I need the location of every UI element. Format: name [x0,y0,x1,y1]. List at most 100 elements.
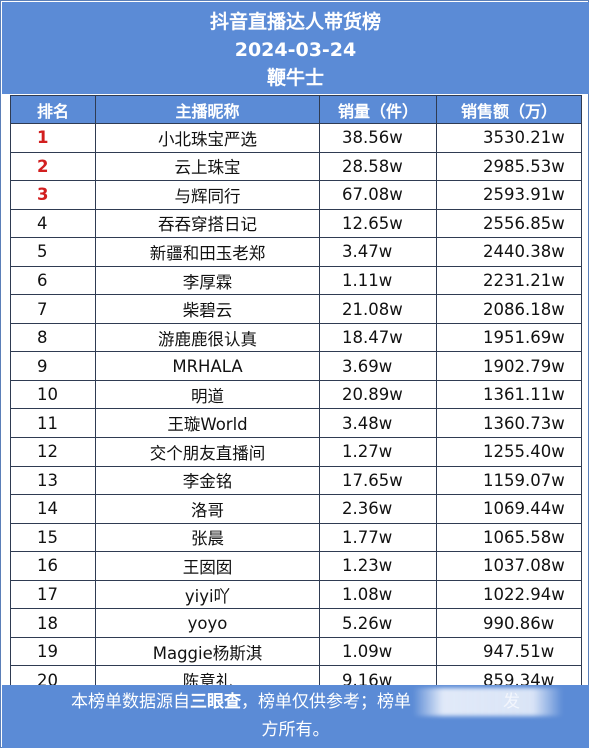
board-date: 2024-03-24 [234,39,357,61]
streamer-name-cell: 柴碧云 [95,294,320,324]
rank-cell: 8 [10,322,96,353]
ranking-table: 排名 主播昵称 销量（件） 销售额（万） 1 小北珠宝严选 38.56w 3530.2… [10,95,582,695]
revenue-cell: 1159.07w [436,465,582,496]
streamer-name-cell: 新疆和田玉老郑 [95,237,320,267]
revenue-cell: 1255.40w [436,437,582,467]
footer-highlight: 三眼查 [190,692,241,712]
sales-cell: 5.26w [319,608,437,638]
streamer-name-cell: 李厚霖 [95,265,320,296]
streamer-name-cell: yoyo [95,608,320,638]
table-row: 16 王囡囡 1.23w 1037.08w [10,551,582,581]
sales-cell: 67.08w [319,180,437,210]
footer-text-2: ，榜单仅供参考；榜单 [241,692,411,712]
rank-cell: 2 [10,151,96,182]
streamer-name-cell: 吞吞穿搭日记 [95,208,320,239]
table-row: 11 王璇World 3.48w 1360.73w [10,408,582,439]
rank-cell: 18 [10,608,96,638]
rank-cell: 3 [10,180,96,210]
sales-cell: 21.08w [319,294,437,324]
streamer-name-cell: 云上珠宝 [95,151,320,182]
table-row: 1 小北珠宝严选 38.56w 3530.21w [10,123,582,153]
revenue-cell: 2593.91w [436,180,582,210]
rank-cell: 7 [10,294,96,324]
col-header-sales: 销量（件） [319,95,437,124]
rank-cell: 12 [10,437,96,467]
revenue-cell: 1069.44w [436,494,582,524]
sales-cell: 1.27w [319,437,437,467]
rank-cell: 15 [10,522,96,553]
table-header-row: 排名 主播昵称 销量（件） 销售额（万） [10,95,582,124]
streamer-name-cell: 王璇World [95,408,320,439]
table-row: 7 柴碧云 21.08w 2086.18w [10,294,582,324]
sales-cell: 1.77w [319,522,437,553]
header-banner: 抖音直播达人带货榜 2024-03-24 鞭牛士 [2,2,589,94]
streamer-name-cell: 洛哥 [95,494,320,524]
sales-cell: 1.08w [319,579,437,610]
streamer-name-cell: MRHALA [95,351,320,381]
rank-cell: 14 [10,494,96,524]
rank-cell: 11 [10,408,96,439]
table-row: 6 李厚霖 1.11w 2231.21w [10,265,582,296]
table-row: 13 李金铭 17.65w 1159.07w [10,465,582,496]
streamer-name-cell: yiyi吖 [95,579,320,610]
revenue-cell: 990.86w [436,608,582,638]
streamer-name-cell: 游鹿鹿很认真 [95,322,320,353]
footer-text-4: 方所有。 [261,720,330,740]
table-row: 10 明道 20.89w 1361.11w [10,379,582,410]
rank-cell: 4 [10,208,96,239]
revenue-cell: 2086.18w [436,294,582,324]
col-header-rank: 排名 [10,95,96,124]
rank-cell: 17 [10,579,96,610]
sales-cell: 3.47w [319,237,437,267]
footer-text-1: 本榜单数据源自 [71,692,190,712]
table-row: 12 交个朋友直播间 1.27w 1255.40w [10,437,582,467]
rank-cell: 10 [10,379,96,410]
sales-cell: 17.65w [319,465,437,496]
rank-cell: 9 [10,351,96,381]
sales-cell: 20.89w [319,379,437,410]
table-row: 3 与辉同行 67.08w 2593.91w [10,180,582,210]
board-title: 抖音直播达人带货榜 [209,11,381,33]
revenue-cell: 1065.58w [436,522,582,553]
rank-cell: 13 [10,465,96,496]
sales-cell: 2.36w [319,494,437,524]
rank-cell: 6 [10,265,96,296]
streamer-name-cell: 李金铭 [95,465,320,496]
table-row: 18 yoyo 5.26w 990.86w [10,608,582,638]
revenue-cell: 1022.94w [436,579,582,610]
revenue-cell: 2556.85w [436,208,582,239]
revenue-cell: 1361.11w [436,379,582,410]
sales-cell: 38.56w [319,123,437,153]
sales-cell: 12.65w [319,208,437,239]
sales-cell: 3.48w [319,408,437,439]
streamer-name-cell: 交个朋友直播间 [95,437,320,467]
board-source: 鞭牛士 [266,67,324,89]
table-body: 1 小北珠宝严选 38.56w 3530.21w 2 云上珠宝 28.58w 2985.53w… [10,123,582,695]
rank-cell: 5 [10,237,96,267]
revenue-cell: 2231.21w [436,265,582,296]
rank-cell: 16 [10,551,96,581]
sales-cell: 28.58w [319,151,437,182]
revenue-cell: 2440.38w [436,237,582,267]
table-row: 5 新疆和田玉老郑 3.47w 2440.38w [10,237,582,267]
streamer-name-cell: 与辉同行 [95,180,320,210]
sales-cell: 1.11w [319,265,437,296]
watermark-blur [413,688,563,716]
streamer-name-cell: 小北珠宝严选 [95,123,320,153]
sales-cell: 18.47w [319,322,437,353]
rank-cell: 1 [10,123,96,153]
revenue-cell: 1037.08w [436,551,582,581]
streamer-name-cell: 明道 [95,379,320,410]
table-row: 14 洛哥 2.36w 1069.44w [10,494,582,524]
sales-cell: 3.69w [319,351,437,381]
revenue-cell: 1951.69w [436,322,582,353]
table-row: 8 游鹿鹿很认真 18.47w 1951.69w [10,322,582,353]
streamer-name-cell: 张晨 [95,522,320,553]
table-row: 19 Maggie杨斯淇 1.09w 947.51w [10,636,582,667]
revenue-cell: 2985.53w [436,151,582,182]
streamer-name-cell: Maggie杨斯淇 [95,636,320,667]
table-row: 2 云上珠宝 28.58w 2985.53w [10,151,582,182]
rank-cell: 19 [10,636,96,667]
sales-cell: 1.23w [319,551,437,581]
revenue-cell: 1902.79w [436,351,582,381]
